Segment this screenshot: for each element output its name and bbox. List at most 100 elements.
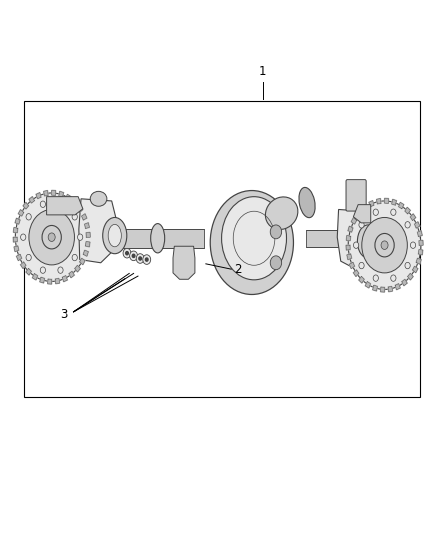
- Circle shape: [405, 262, 410, 269]
- Circle shape: [72, 254, 78, 261]
- Polygon shape: [59, 191, 64, 197]
- Polygon shape: [75, 265, 80, 272]
- Polygon shape: [381, 287, 385, 292]
- Polygon shape: [15, 218, 20, 224]
- Circle shape: [405, 222, 410, 228]
- Circle shape: [78, 234, 83, 240]
- Polygon shape: [21, 262, 26, 269]
- Polygon shape: [351, 217, 357, 224]
- Circle shape: [391, 275, 396, 281]
- Circle shape: [391, 209, 396, 215]
- Polygon shape: [347, 254, 352, 260]
- Polygon shape: [173, 246, 195, 279]
- Circle shape: [132, 254, 135, 257]
- Polygon shape: [66, 195, 71, 201]
- Polygon shape: [359, 277, 364, 283]
- Circle shape: [136, 254, 144, 263]
- Circle shape: [359, 222, 364, 228]
- Polygon shape: [83, 250, 88, 256]
- Polygon shape: [365, 281, 371, 288]
- Polygon shape: [388, 286, 392, 292]
- Polygon shape: [13, 228, 18, 233]
- Circle shape: [353, 242, 359, 248]
- Polygon shape: [81, 214, 87, 220]
- Polygon shape: [385, 198, 389, 203]
- Polygon shape: [410, 214, 416, 221]
- Polygon shape: [44, 190, 48, 196]
- Circle shape: [381, 241, 388, 249]
- Polygon shape: [346, 245, 350, 250]
- Polygon shape: [413, 266, 418, 273]
- Circle shape: [58, 201, 63, 207]
- Polygon shape: [32, 273, 38, 280]
- Circle shape: [26, 254, 31, 261]
- Polygon shape: [85, 223, 89, 229]
- Circle shape: [72, 214, 78, 220]
- Polygon shape: [14, 246, 19, 252]
- Polygon shape: [418, 249, 423, 255]
- Circle shape: [15, 193, 88, 281]
- Circle shape: [375, 233, 394, 257]
- Circle shape: [139, 257, 141, 260]
- Polygon shape: [392, 199, 396, 205]
- Polygon shape: [23, 203, 28, 209]
- Polygon shape: [369, 200, 374, 207]
- Polygon shape: [405, 207, 410, 214]
- Circle shape: [130, 251, 138, 261]
- Circle shape: [58, 267, 63, 273]
- Ellipse shape: [357, 225, 378, 258]
- Ellipse shape: [265, 197, 298, 230]
- Polygon shape: [48, 279, 52, 284]
- Polygon shape: [362, 205, 367, 211]
- Circle shape: [123, 248, 131, 258]
- Ellipse shape: [299, 188, 315, 217]
- Polygon shape: [414, 222, 420, 228]
- FancyBboxPatch shape: [120, 229, 204, 248]
- Circle shape: [270, 225, 282, 239]
- Circle shape: [26, 214, 31, 220]
- Polygon shape: [348, 226, 353, 232]
- Polygon shape: [80, 258, 85, 265]
- Circle shape: [48, 233, 55, 241]
- Polygon shape: [79, 199, 117, 263]
- Polygon shape: [62, 276, 67, 282]
- Polygon shape: [377, 198, 381, 204]
- Circle shape: [359, 262, 364, 269]
- Text: 3: 3: [60, 308, 68, 321]
- Polygon shape: [69, 271, 74, 278]
- Ellipse shape: [90, 191, 107, 206]
- Circle shape: [410, 242, 416, 248]
- Circle shape: [143, 255, 151, 264]
- Polygon shape: [36, 192, 41, 199]
- Polygon shape: [52, 190, 56, 195]
- Polygon shape: [419, 240, 423, 245]
- Polygon shape: [399, 203, 404, 209]
- Polygon shape: [85, 241, 90, 247]
- FancyBboxPatch shape: [346, 180, 366, 211]
- Circle shape: [373, 209, 378, 215]
- Circle shape: [126, 252, 128, 255]
- Text: 1: 1: [259, 66, 267, 78]
- Polygon shape: [416, 258, 421, 264]
- Polygon shape: [356, 211, 361, 217]
- Circle shape: [145, 258, 148, 261]
- Polygon shape: [417, 231, 422, 237]
- Ellipse shape: [102, 217, 127, 254]
- Ellipse shape: [108, 224, 121, 247]
- Polygon shape: [353, 205, 371, 223]
- Polygon shape: [55, 278, 60, 284]
- Circle shape: [270, 256, 282, 270]
- Polygon shape: [26, 269, 32, 275]
- Polygon shape: [29, 197, 35, 203]
- Polygon shape: [13, 237, 17, 242]
- Polygon shape: [86, 232, 90, 237]
- Polygon shape: [40, 277, 45, 283]
- Polygon shape: [402, 279, 407, 286]
- Circle shape: [40, 267, 46, 273]
- Circle shape: [373, 275, 378, 281]
- Polygon shape: [346, 236, 351, 241]
- Ellipse shape: [222, 197, 286, 280]
- Polygon shape: [408, 273, 413, 280]
- Polygon shape: [353, 270, 359, 277]
- Circle shape: [29, 209, 74, 265]
